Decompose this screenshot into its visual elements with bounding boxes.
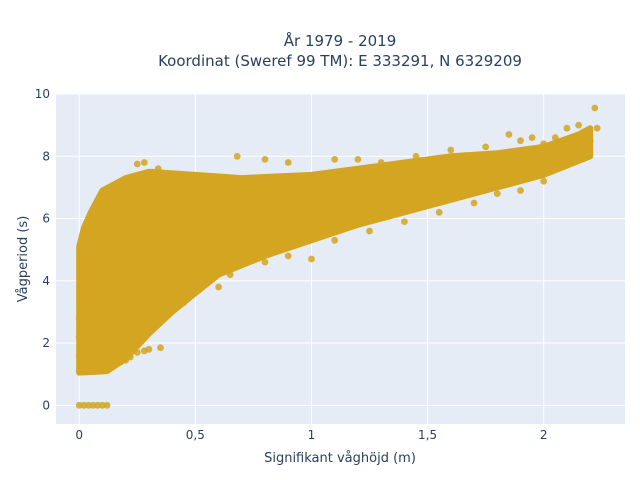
x-tick-label: 2 <box>540 428 548 442</box>
scatter-point <box>482 143 490 151</box>
scatter-point <box>133 160 141 168</box>
scatter-point <box>377 159 385 166</box>
scatter-point <box>99 401 106 409</box>
x-tick-label: 1,5 <box>418 428 437 442</box>
scatter-point <box>331 236 339 244</box>
scatter-point <box>78 293 85 300</box>
scatter-point <box>103 199 111 207</box>
scatter-point <box>284 159 292 166</box>
scatter-point <box>122 308 130 316</box>
scatter-point <box>284 252 292 260</box>
scatter-point <box>157 311 164 319</box>
scatter-point <box>401 218 408 226</box>
scatter-point <box>145 345 153 353</box>
scatter-point <box>591 104 599 112</box>
scatter-point <box>145 230 153 238</box>
scatter-point <box>412 152 420 160</box>
scatter-point <box>126 353 134 361</box>
point-cloud <box>76 125 594 376</box>
scatter-point <box>99 252 106 260</box>
scatter-point <box>261 258 269 266</box>
y-tick-label: 2 <box>42 336 50 350</box>
scatter-point <box>75 401 83 409</box>
scatter-point <box>75 314 83 322</box>
scatter-point <box>75 367 83 375</box>
scatter-point <box>92 367 99 375</box>
scatter-point <box>261 156 269 163</box>
scatter-point <box>331 156 339 163</box>
scatter-point <box>354 156 362 163</box>
scatter-point <box>582 127 589 135</box>
scatter-point <box>435 208 443 216</box>
x-tick-label: 0 <box>75 428 83 442</box>
scatter-point <box>75 352 83 359</box>
scatter-point <box>593 124 601 132</box>
scatter-point <box>78 246 85 254</box>
scatter-point <box>575 121 582 129</box>
scatter-point <box>180 299 188 306</box>
x-tick-label: 0,5 <box>186 428 205 442</box>
scatter-point <box>154 165 162 173</box>
scatter-point <box>366 227 373 235</box>
y-tick-label: 8 <box>42 149 50 163</box>
scatter-point <box>493 190 501 198</box>
x-tick-label: 1 <box>308 428 316 442</box>
scatter-point <box>470 199 478 207</box>
scatter-point <box>99 361 106 369</box>
scatter-density-band <box>76 125 594 376</box>
scatter-point <box>87 221 95 229</box>
scatter-point <box>447 146 455 154</box>
scatter-point <box>308 255 315 263</box>
scatter-point <box>551 134 559 142</box>
scatter-point <box>87 280 95 288</box>
scatter-point <box>157 344 164 352</box>
scatter-point <box>517 137 524 145</box>
scatter-point <box>78 268 85 275</box>
tick-labels: 0 0,5 1 1,5 2 0 2 4 6 8 10 <box>35 87 548 442</box>
y-axis-label: Vågperiod (s) <box>16 216 31 303</box>
y-tick-label: 10 <box>35 87 50 101</box>
scatter-point <box>540 177 548 185</box>
data-points <box>75 104 601 409</box>
scatter-point <box>110 359 118 367</box>
scatter-point <box>203 277 211 285</box>
scatter-point <box>85 401 92 409</box>
chart-title-line1: År 1979 - 2019 <box>284 31 397 50</box>
scatter-point <box>101 205 109 213</box>
scatter-point <box>563 124 571 132</box>
y-tick-label: 4 <box>42 274 50 288</box>
scatter-point <box>586 137 594 145</box>
scatter-point <box>226 271 234 278</box>
scatter-point <box>233 152 241 160</box>
scatter-point <box>528 134 536 142</box>
scatter-point <box>540 140 548 148</box>
scatter-point <box>82 364 90 372</box>
scatter-point <box>505 131 513 138</box>
scatter-point <box>133 349 141 356</box>
scatter-point <box>99 324 106 331</box>
scatter-point <box>140 159 148 166</box>
chart-title-line2: Koordinat (Sweref 99 TM): E 333291, N 63… <box>158 52 522 70</box>
scatter-point <box>75 333 83 341</box>
scatter-point <box>103 401 111 409</box>
scatter-point <box>85 321 92 328</box>
y-tick-label: 0 <box>42 398 50 412</box>
scatter-point <box>215 283 223 291</box>
y-tick-label: 6 <box>42 212 50 226</box>
scatter-point <box>517 187 524 194</box>
x-axis-label: Signifikant våghöjd (m) <box>264 451 416 466</box>
